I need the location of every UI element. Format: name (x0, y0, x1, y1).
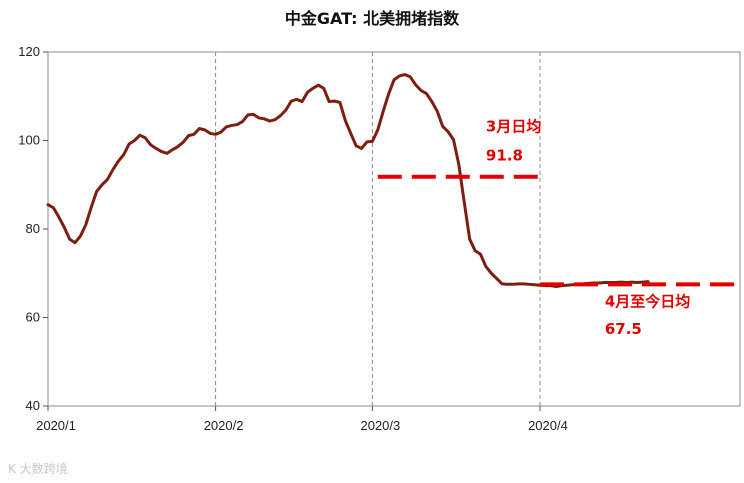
x-tick-label: 2020/4 (528, 418, 568, 433)
y-tick-label: 40 (26, 398, 40, 413)
avg-label-april: 4月至今日均 (605, 292, 690, 310)
avg-value-march: 91.8 (486, 146, 523, 164)
series-line (46, 73, 650, 289)
y-tick-label: 100 (18, 133, 40, 148)
x-tick-labels: 2020/1 2020/2 2020/3 2020/4 (36, 418, 568, 433)
x-tick-label: 2020/3 (360, 418, 400, 433)
y-tick-label: 60 (26, 310, 40, 325)
y-tick-labels: 40 60 80 100 120 (18, 44, 40, 413)
x-tick-label: 2020/2 (204, 418, 244, 433)
average-lines (377, 174, 740, 287)
watermark: K 大数跨境 (8, 461, 68, 476)
x-tick-label: 2020/1 (36, 418, 76, 433)
avg-value-april: 67.5 (605, 320, 642, 338)
chart-title: 中金GAT: 北美拥堵指数 (285, 9, 460, 28)
axes (43, 51, 741, 411)
avg-label-march: 3月日均 (486, 118, 541, 136)
y-tick-label: 120 (18, 44, 40, 59)
gridlines (215, 52, 541, 406)
series-layer (46, 73, 650, 289)
annotations: 3月日均 91.8 4月至今日均 67.5 (486, 118, 690, 338)
y-tick-label: 80 (26, 221, 40, 236)
plot-area-border (47, 51, 741, 407)
